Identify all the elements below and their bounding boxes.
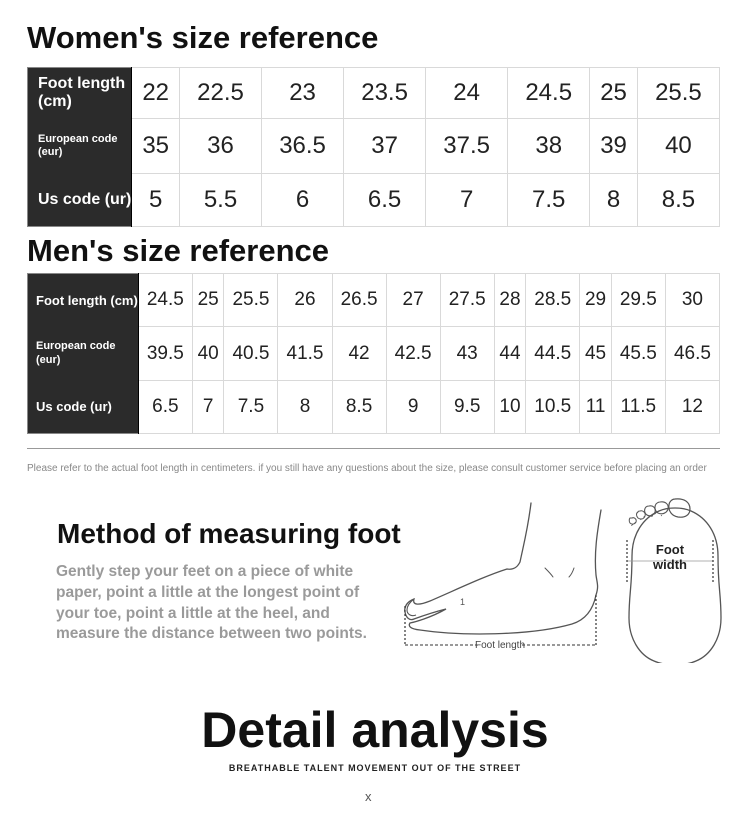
- svg-text:Foot length: Foot length: [475, 640, 525, 651]
- svg-text:width: width: [652, 557, 687, 572]
- svg-text:1: 1: [460, 597, 465, 607]
- svg-text:Foot: Foot: [656, 542, 685, 557]
